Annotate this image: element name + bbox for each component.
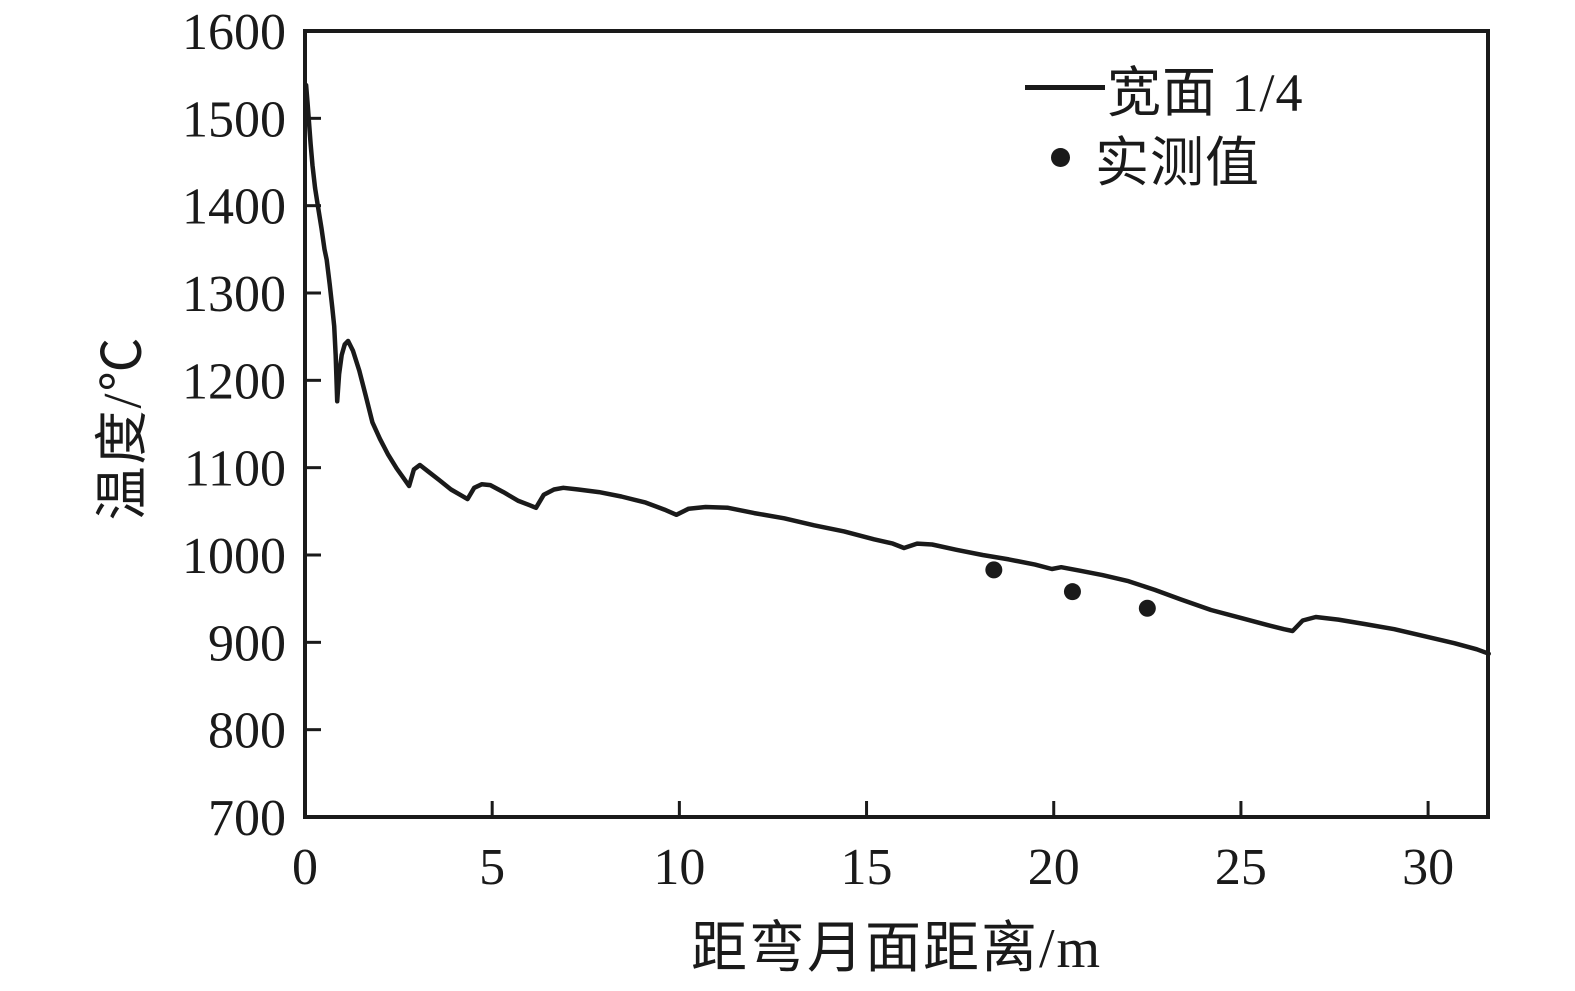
- y-tick-label: 900: [208, 615, 286, 672]
- legend: 宽面 1/4 实测值: [1025, 52, 1304, 193]
- dot-swatch-icon: [1051, 147, 1070, 167]
- legend-label: 实测值: [1095, 132, 1260, 193]
- x-tick-label: 0: [292, 839, 318, 896]
- measured-point: [1138, 599, 1156, 617]
- x-tick-label: 25: [1215, 839, 1267, 896]
- legend-item-wide-face: 宽面 1/4: [1025, 52, 1304, 123]
- y-tick-label: 1000: [182, 528, 286, 585]
- line-swatch-icon: [1025, 84, 1105, 90]
- y-tick-label: 1100: [184, 441, 286, 498]
- x-axis-title: 距弯月面距离/m: [690, 918, 1103, 980]
- y-tick-label: 1400: [182, 179, 286, 236]
- temperature-curve: [303, 82, 1491, 656]
- x-tick-label: 5: [479, 839, 505, 896]
- y-tick-label: 1500: [182, 91, 286, 148]
- x-tick-label: 20: [1028, 839, 1080, 896]
- y-axis-title: 温度/℃: [92, 335, 153, 521]
- legend-item-measured: 实测值: [1025, 122, 1304, 193]
- y-tick-label: 800: [208, 703, 286, 760]
- x-tick-label: 15: [841, 839, 893, 896]
- x-tick-label: 30: [1402, 839, 1454, 896]
- y-tick-label: 1300: [182, 266, 286, 323]
- measured-point: [985, 561, 1003, 579]
- y-tick-label: 1600: [182, 4, 286, 61]
- measured-point: [1063, 583, 1081, 601]
- y-tick-label: 1200: [182, 353, 286, 410]
- plot-frame: [303, 29, 1490, 819]
- legend-label: 宽面 1/4: [1107, 62, 1304, 123]
- x-tick-label: 10: [653, 839, 705, 896]
- y-tick-label: 700: [208, 790, 286, 847]
